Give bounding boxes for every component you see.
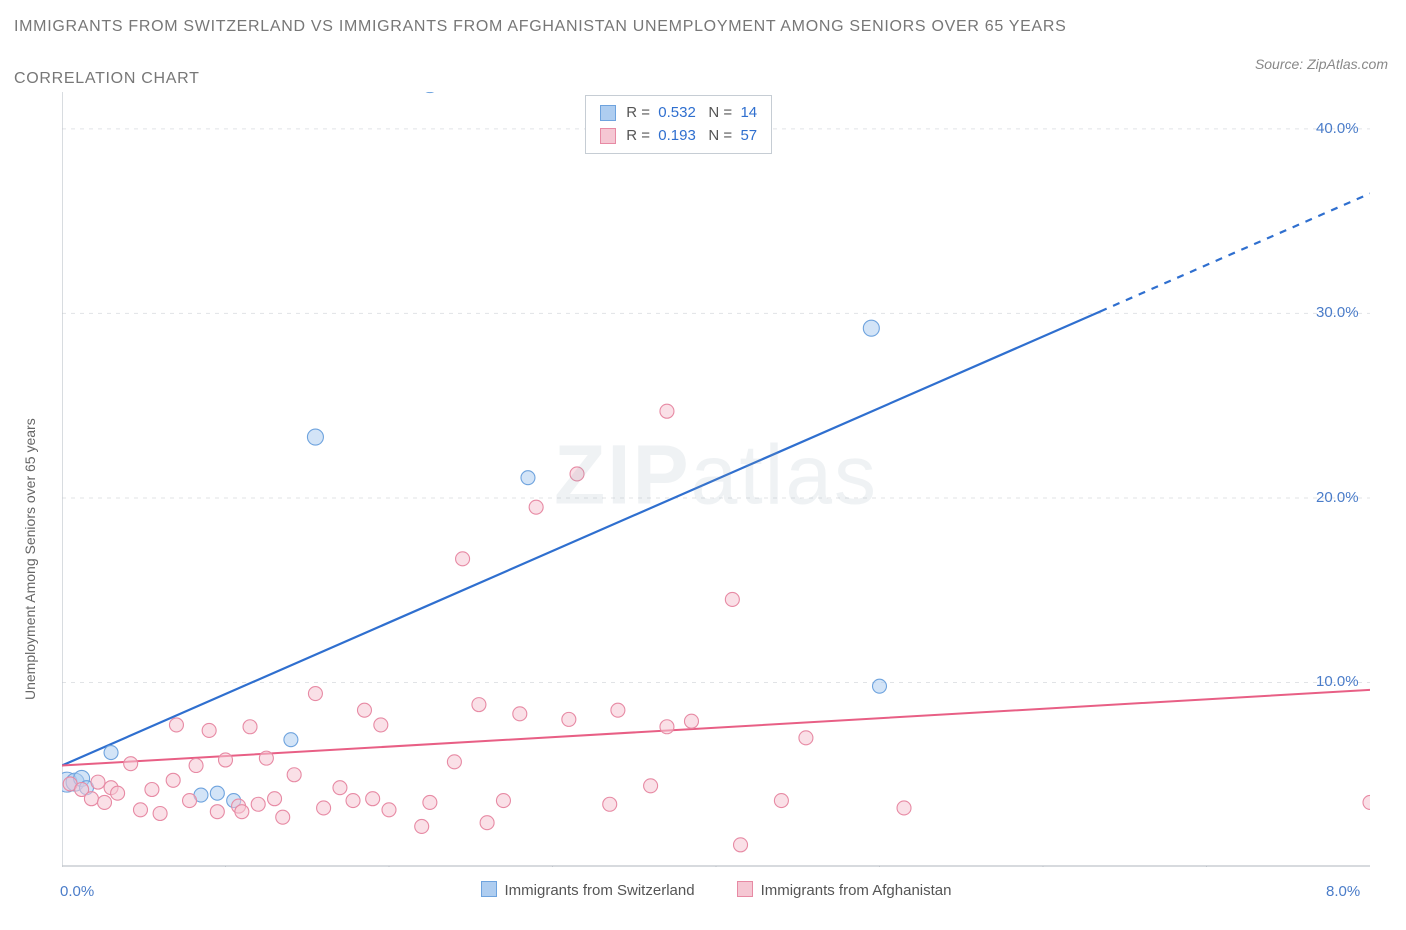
data-point[interactable] [422,92,438,93]
data-point[interactable] [415,819,429,833]
data-point[interactable] [456,552,470,566]
data-point[interactable] [611,703,625,717]
data-point[interactable] [521,471,535,485]
data-point[interactable] [235,805,249,819]
legend-swatch [600,105,616,121]
data-point[interactable] [480,816,494,830]
data-point[interactable] [357,703,371,717]
legend-swatch [600,128,616,144]
data-point[interactable] [1363,795,1370,809]
data-point[interactable] [202,723,216,737]
legend-stats-text: R = 0.532 N = 14 [626,102,757,125]
data-point[interactable] [496,794,510,808]
data-point[interactable] [307,429,323,445]
data-point[interactable] [873,679,887,693]
data-point[interactable] [562,712,576,726]
data-point[interactable] [423,795,437,809]
data-point[interactable] [447,755,461,769]
data-point[interactable] [124,757,138,771]
data-point[interactable] [374,718,388,732]
data-point[interactable] [169,718,183,732]
data-point[interactable] [660,720,674,734]
data-point[interactable] [570,467,584,481]
data-point[interactable] [268,792,282,806]
data-point[interactable] [660,404,674,418]
data-point[interactable] [145,783,159,797]
data-point[interactable] [210,786,224,800]
legend-swatch [737,881,753,897]
legend-label: Immigrants from Switzerland [505,882,695,899]
data-point[interactable] [287,768,301,782]
stats-legend-row: R = 0.193 N = 57 [600,125,757,148]
chart-container: IMMIGRANTS FROM SWITZERLAND VS IMMIGRANT… [0,0,1406,930]
legend-label: Immigrants from Afghanistan [761,882,952,899]
data-point[interactable] [284,733,298,747]
data-point[interactable] [366,792,380,806]
data-point[interactable] [317,801,331,815]
y-tick-label: 30.0% [1316,304,1359,321]
scatter-plot-svg [62,92,1370,867]
data-point[interactable] [644,779,658,793]
y-tick-label: 20.0% [1316,489,1359,506]
data-point[interactable] [183,794,197,808]
stats-legend-box: R = 0.532 N = 14R = 0.193 N = 57 [585,95,772,154]
data-point[interactable] [529,500,543,514]
data-point[interactable] [308,687,322,701]
data-point[interactable] [210,805,224,819]
data-point[interactable] [243,720,257,734]
series-legend: Immigrants from Switzerland Immigrants fr… [62,881,1370,899]
data-point[interactable] [133,803,147,817]
data-point[interactable] [799,731,813,745]
legend-item[interactable]: Immigrants from Afghanistan [737,881,952,899]
data-point[interactable] [734,838,748,852]
data-point[interactable] [91,775,105,789]
data-point[interactable] [259,751,273,765]
data-point[interactable] [382,803,396,817]
y-tick-label: 40.0% [1316,120,1359,137]
data-point[interactable] [166,773,180,787]
data-point[interactable] [251,797,265,811]
data-point[interactable] [346,794,360,808]
y-axis-label: Unemployment Among Seniors over 65 years [22,418,38,700]
page-title: IMMIGRANTS FROM SWITZERLAND VS IMMIGRANT… [14,18,1067,36]
data-point[interactable] [111,786,125,800]
y-tick-label: 10.0% [1316,673,1359,690]
data-point[interactable] [863,320,879,336]
stats-legend-row: R = 0.532 N = 14 [600,102,757,125]
data-point[interactable] [189,759,203,773]
data-point[interactable] [513,707,527,721]
legend-item[interactable]: Immigrants from Switzerland [481,881,695,899]
data-point[interactable] [897,801,911,815]
data-point[interactable] [472,698,486,712]
data-point[interactable] [725,592,739,606]
data-point[interactable] [684,714,698,728]
page-subtitle: CORRELATION CHART [14,70,200,88]
data-point[interactable] [153,806,167,820]
source-credit: Source: ZipAtlas.com [1255,56,1388,72]
legend-stats-text: R = 0.193 N = 57 [626,125,757,148]
data-point[interactable] [774,794,788,808]
data-point[interactable] [219,753,233,767]
data-point[interactable] [603,797,617,811]
legend-swatch [481,881,497,897]
data-point[interactable] [84,792,98,806]
data-point[interactable] [333,781,347,795]
data-point[interactable] [98,795,112,809]
data-point[interactable] [104,746,118,760]
plot-area: ZIPatlas R = 0.532 N = 14R = 0.193 N = 5… [62,92,1370,867]
data-point[interactable] [276,810,290,824]
